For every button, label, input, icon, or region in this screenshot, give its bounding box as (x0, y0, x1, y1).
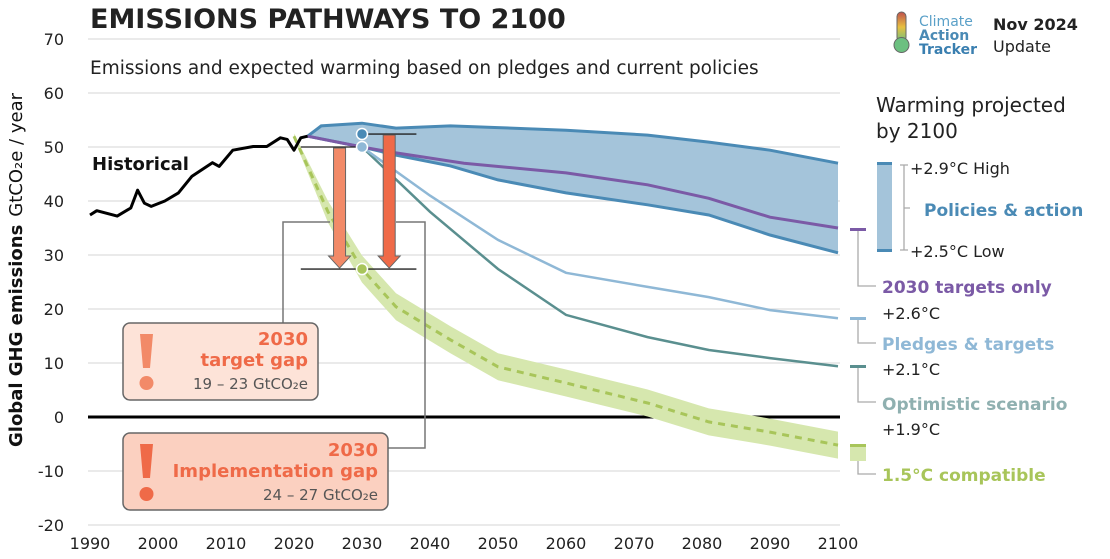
implementation-gap-callout: 2030 Implementation gap 24 – 27 GtCO₂e (122, 432, 389, 511)
x-tick-label: 2010 (206, 534, 247, 553)
y-tick-label: 10 (44, 354, 64, 373)
legend-heading-line1: Warming projected (876, 93, 1066, 117)
y-tick-label: 70 (44, 30, 64, 49)
exclamation-icon (139, 444, 154, 501)
y-axis-label: Global GHG emissions GtCO₂e / year (6, 92, 27, 447)
legend-compatible: 1.5°C compatible (850, 444, 1046, 486)
compatible-2030-marker (355, 262, 369, 276)
legend-policies-label: Policies & action (924, 201, 1083, 221)
target-gap-arrow (327, 147, 352, 269)
implementation-gap-arrow (377, 134, 402, 269)
legend-heading-line2: by 2100 (876, 119, 958, 143)
series-layer (89, 121, 839, 459)
legend-policies-low: +2.5°C Low (910, 242, 1005, 261)
legend-targets-label: 2030 targets only (882, 278, 1052, 298)
implementation-gap-range: 24 – 27 GtCO₂e (263, 486, 378, 504)
policies-2030-marker (355, 127, 369, 141)
x-tick-label: 2060 (546, 534, 587, 553)
page-title: EMISSIONS PATHWAYS TO 2100 (90, 4, 566, 35)
y-tick-label: -10 (38, 462, 64, 481)
y-tick-label: 40 (44, 192, 64, 211)
implementation-gap-year: 2030 (328, 440, 378, 461)
y-axis-label-main: Global GHG emissions (6, 225, 27, 447)
legend-pledges-label: Pledges & targets (882, 335, 1054, 355)
x-tick-label: 2090 (750, 534, 791, 553)
x-tick-label: 2000 (138, 534, 179, 553)
exclamation-icon (139, 334, 154, 390)
policies-high-line (306, 121, 839, 165)
x-tick-label: 2040 (410, 534, 451, 553)
y-tick-label: -20 (38, 516, 64, 535)
page-subtitle: Emissions and expected warming based on … (90, 58, 759, 79)
legend-policies: +2.9°C High Policies & action +2.5°C Low (877, 159, 1083, 261)
y-tick-label: 50 (44, 138, 64, 157)
legend-optimistic: Optimistic scenario +1.9°C (850, 365, 1067, 439)
legend-policies-high: +2.9°C High (910, 159, 1010, 178)
x-tick-label: 2030 (342, 534, 383, 553)
update-date: Nov 2024 (993, 15, 1078, 34)
historical-line (89, 134, 308, 218)
legend-pledges: Pledges & targets +2.1°C (850, 317, 1054, 379)
target-gap-range: 19 – 23 GtCO₂e (193, 375, 308, 393)
legend-optimistic-temp: +1.9°C (882, 420, 940, 439)
policies-band (307, 123, 839, 253)
x-tick-labels: 1990 2000 2010 2020 2030 2040 2050 2060 2070 2080… (70, 534, 859, 553)
target-gap-title: target gap (200, 350, 308, 371)
y-tick-label: 0 (54, 408, 64, 427)
legend-targets: 2030 targets only +2.6°C (850, 228, 1052, 323)
x-tick-label: 2020 (274, 534, 315, 553)
compatible-1-5-line (292, 135, 839, 447)
thermometer-icon (893, 11, 910, 53)
y-axis-label-unit: GtCO₂e / year (6, 92, 27, 216)
x-tick-label: 2080 (682, 534, 723, 553)
optimistic-line (361, 146, 839, 368)
y-tick-label: 60 (44, 84, 64, 103)
x-tick-label: 2070 (614, 534, 655, 553)
x-tick-label: 2050 (478, 534, 519, 553)
implementation-gap-connector (388, 221, 426, 449)
legend-pledges-temp: +2.1°C (882, 360, 940, 379)
target-gap-year: 2030 (258, 329, 308, 350)
implementation-gap-title: Implementation gap (173, 461, 378, 482)
x-tick-label: 1990 (70, 534, 111, 553)
x-tick-label: 2100 (818, 534, 859, 553)
historical-label: Historical (92, 154, 189, 175)
logo-text-tracker: Tracker (919, 42, 977, 58)
y-tick-label: 30 (44, 246, 64, 265)
climate-action-tracker-logo: Climate Action Tracker (893, 11, 977, 58)
y-tick-label: 20 (44, 300, 64, 319)
logo-text-action: Action (919, 28, 969, 44)
legend-optimistic-label: Optimistic scenario (882, 395, 1067, 415)
legend-targets-temp: +2.6°C (882, 304, 940, 323)
targets-2030-marker (355, 140, 369, 154)
target-gap-connector (282, 221, 330, 323)
legend-compatible-label: 1.5°C compatible (882, 466, 1046, 486)
target-gap-callout: 2030 target gap 19 – 23 GtCO₂e (122, 322, 319, 401)
update-label: Update (993, 37, 1051, 56)
logo-text-climate: Climate (919, 14, 973, 30)
y-tick-labels: 70 60 50 40 30 20 10 0 -10 -20 (38, 30, 64, 535)
targets-line (307, 134, 839, 230)
compatible-1-5-band (294, 133, 838, 459)
pledges-line (361, 145, 839, 320)
